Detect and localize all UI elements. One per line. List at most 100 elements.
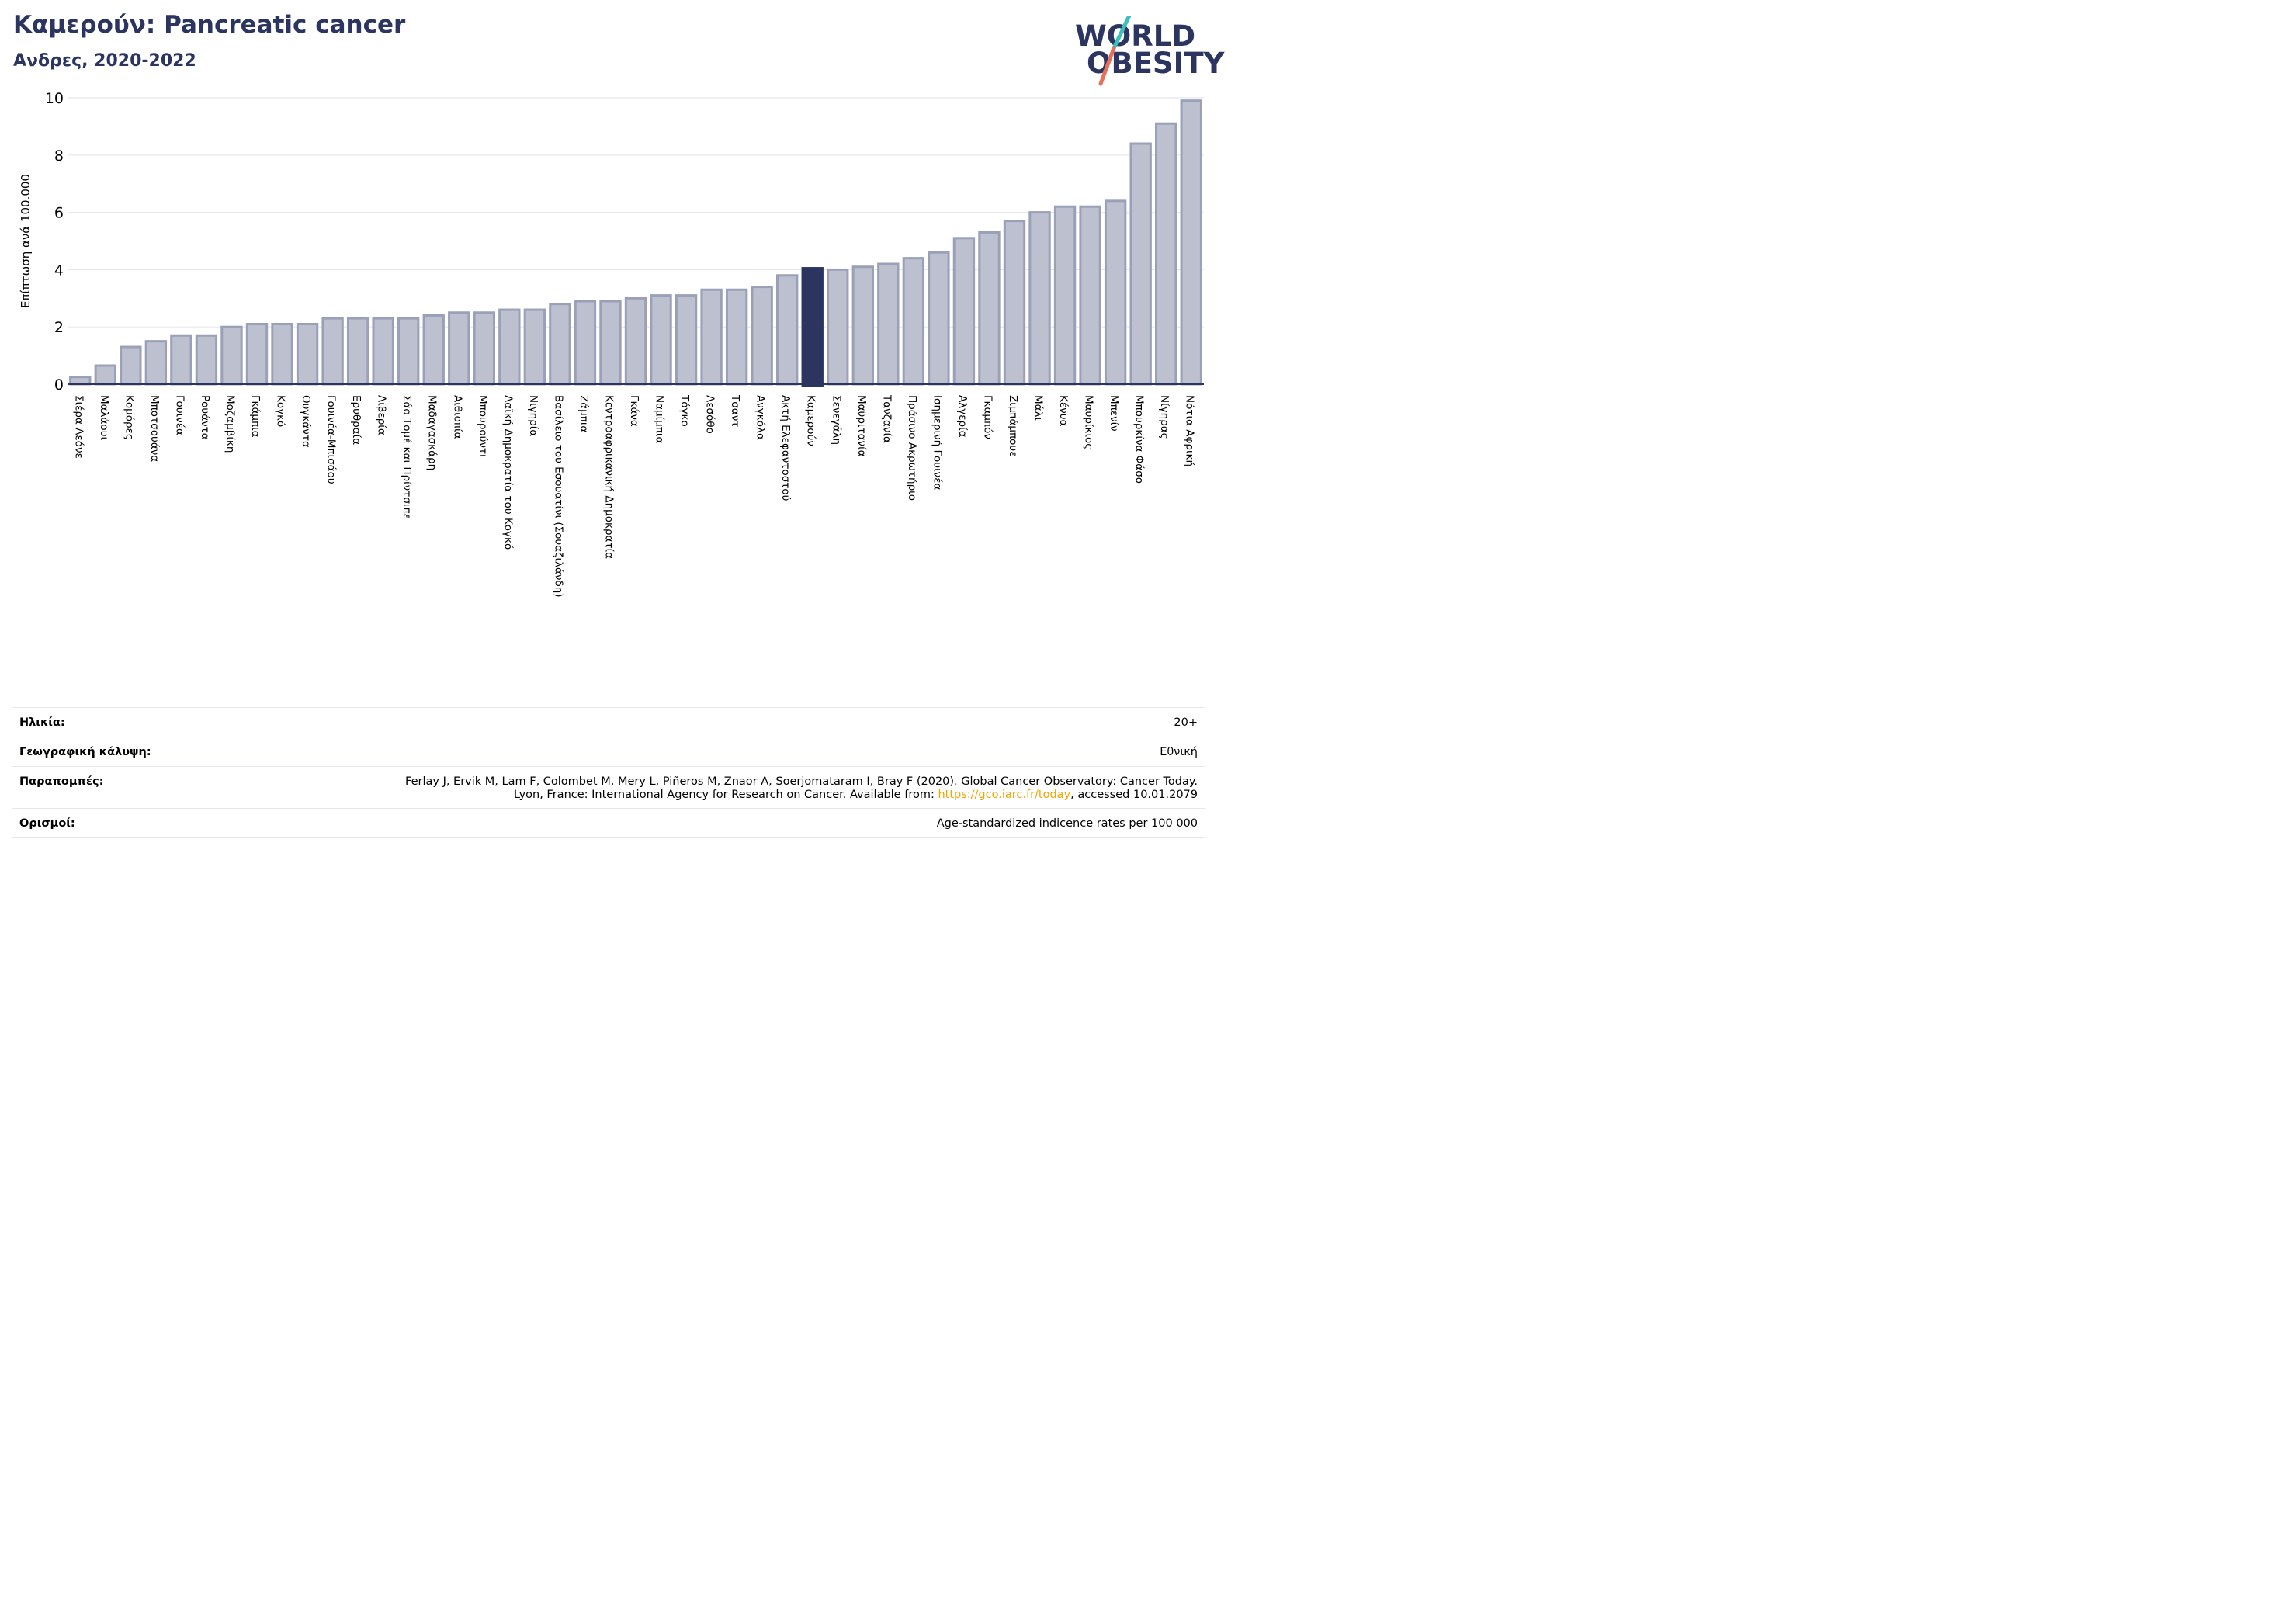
bar-8: [245, 323, 269, 386]
x-tick-label: Καμερούν: [805, 395, 817, 446]
x-tick-label: Γκάμπια: [249, 395, 262, 438]
y-axis-ticks: 0 2 4 6 8 10: [45, 90, 64, 394]
x-tick-label: Σενεγάλη: [830, 395, 842, 445]
x-tick-label: Μοζαμβίκη: [224, 395, 236, 453]
bar-38: [1003, 220, 1026, 386]
bar-40: [1053, 205, 1077, 386]
bar-1: [69, 376, 92, 386]
x-tick-label: Μποτσουάνα: [148, 395, 161, 462]
logo-slash-icon: [1098, 16, 1132, 86]
x-tick-label: Κομόρες: [123, 395, 135, 440]
bar-33: [877, 262, 900, 386]
gco-link[interactable]: https://gco.iarc.fr/today: [938, 789, 1071, 801]
bar-19: [523, 308, 546, 386]
x-axis-labels: Σιέρα Λεόνε Μαλάουι Κομόρες Μποτσουάνα Γουιν…: [72, 394, 1195, 598]
bar-2: [94, 364, 116, 386]
x-tick-label: Ρουάντα: [199, 395, 211, 440]
x-tick-label: Ερυθραία: [350, 395, 362, 445]
bar-27: [725, 288, 748, 386]
bar-9: [271, 323, 293, 386]
info-row-age: Ηλικία: 20+: [12, 707, 1205, 737]
references-prefix: Lyon, France: International Agency for R…: [513, 789, 938, 801]
x-tick-label: Γκαμπόν: [981, 395, 994, 439]
y-tick-label: 2: [54, 319, 64, 336]
x-tick-label: Μπουρούντι: [477, 395, 489, 458]
x-tick-label: Ουγκάντα: [300, 395, 312, 448]
chart-subtitle: Ανδρες, 2020-2022: [13, 51, 196, 71]
bar-20: [549, 303, 571, 386]
bar-24: [650, 294, 672, 386]
references-suffix: , accessed 10.01.2079: [1070, 789, 1198, 801]
x-tick-label: Κεντροαφρικανική Δημοκρατία: [602, 395, 615, 559]
y-axis-label: Επίπτωση ανά 100.000: [19, 174, 33, 308]
x-tick-label: Τόγκο: [678, 394, 691, 427]
bar-39: [1028, 211, 1051, 386]
y-tick-label: 6: [54, 205, 64, 222]
bar-23: [624, 297, 647, 386]
bar-4: [144, 340, 168, 386]
bar-36: [952, 237, 976, 386]
bar-32: [851, 265, 874, 386]
bar-43: [1129, 142, 1152, 386]
x-tick-label: Μαυριτανία: [855, 395, 868, 457]
references-line-2: Lyon, France: International Agency for R…: [514, 789, 1198, 801]
x-tick-label: Τσαντ: [729, 394, 741, 427]
bar-34: [902, 257, 925, 386]
bar-5: [170, 334, 192, 386]
x-tick-label: Αλγερία: [956, 395, 969, 438]
info-row-coverage: Γεωγραφική κάλυψη: Εθνική: [12, 737, 1205, 767]
bar-45: [1180, 99, 1202, 386]
y-tick-label: 10: [45, 90, 64, 107]
bar-11: [321, 317, 344, 386]
x-tick-label: Βασίλειο του Εσουατίνι (Σουαζιλάνδη): [552, 395, 564, 598]
y-tick-label: 4: [54, 262, 64, 279]
bar-44: [1155, 122, 1177, 386]
x-tick-label: Νιγηρία: [527, 395, 539, 436]
definitions-label: Ορισμοί:: [19, 817, 75, 830]
x-tick-label: Ναμίμπια: [654, 395, 666, 443]
x-tick-label: Αιθιοπία: [451, 395, 463, 439]
bar-30: [801, 267, 824, 387]
bar-6: [195, 334, 218, 386]
coverage-label: Γεωγραφική κάλυψη:: [19, 746, 151, 758]
info-row-references: Παραπομπές: Ferlay J, Ervik M, Lam F, Co…: [12, 766, 1205, 809]
y-tick-label: 0: [54, 376, 64, 394]
bar-15: [422, 314, 445, 386]
bar-14: [397, 317, 420, 386]
x-tick-label: Ζιμπάμπουε: [1007, 395, 1019, 457]
y-tick-label: 8: [54, 147, 64, 165]
chart-title: Καμερούν: Pancreatic cancer: [13, 11, 406, 39]
bar-16: [448, 311, 470, 386]
x-tick-label: Μπουρκίνα Φάσο: [1133, 395, 1146, 484]
bar-7: [220, 325, 243, 386]
x-tick-label: Γουινέα: [173, 395, 186, 435]
bar-18: [498, 308, 521, 386]
age-value: 20+: [1174, 716, 1198, 729]
x-tick-label: Ζάμπια: [577, 395, 590, 432]
x-tick-label: Πράσινο Ακρωτήριο: [906, 395, 918, 501]
x-tick-label: Μαλάουι: [98, 395, 110, 441]
bars: [69, 99, 1202, 387]
bar-31: [827, 268, 849, 386]
bar-chart: 0 2 4 6 8 10 Επίπτωση ανά 100.000 Σιέρα Λεόνε…: [19, 90, 1204, 598]
bar-26: [700, 288, 723, 386]
bar-37: [978, 231, 1001, 386]
x-tick-label: Ανγκόλα: [754, 395, 767, 440]
x-tick-label: Νίγηρας: [1158, 395, 1171, 439]
bar-41: [1079, 205, 1101, 386]
x-tick-label: Σιέρα Λεόνε: [72, 395, 85, 459]
x-tick-label: Γουινέα-Μπισάου: [325, 395, 338, 484]
bar-35: [928, 251, 950, 386]
references-line-1: Ferlay J, Ervik M, Lam F, Colombet M, Me…: [405, 775, 1198, 788]
x-tick-label: Κογκό: [275, 395, 287, 427]
x-tick-label: Λεσόθο: [704, 395, 716, 434]
bar-10: [296, 323, 319, 386]
x-tick-label: Μάλι: [1032, 395, 1045, 421]
bar-25: [675, 294, 698, 386]
x-tick-label: Μπενίν: [1108, 395, 1120, 432]
bar-42: [1104, 199, 1127, 386]
x-tick-label: Μαυρίκιος: [1083, 395, 1095, 449]
bar-3: [120, 345, 142, 386]
definitions-value: Age-standardized indicence rates per 100…: [936, 817, 1198, 830]
bar-21: [574, 300, 597, 386]
